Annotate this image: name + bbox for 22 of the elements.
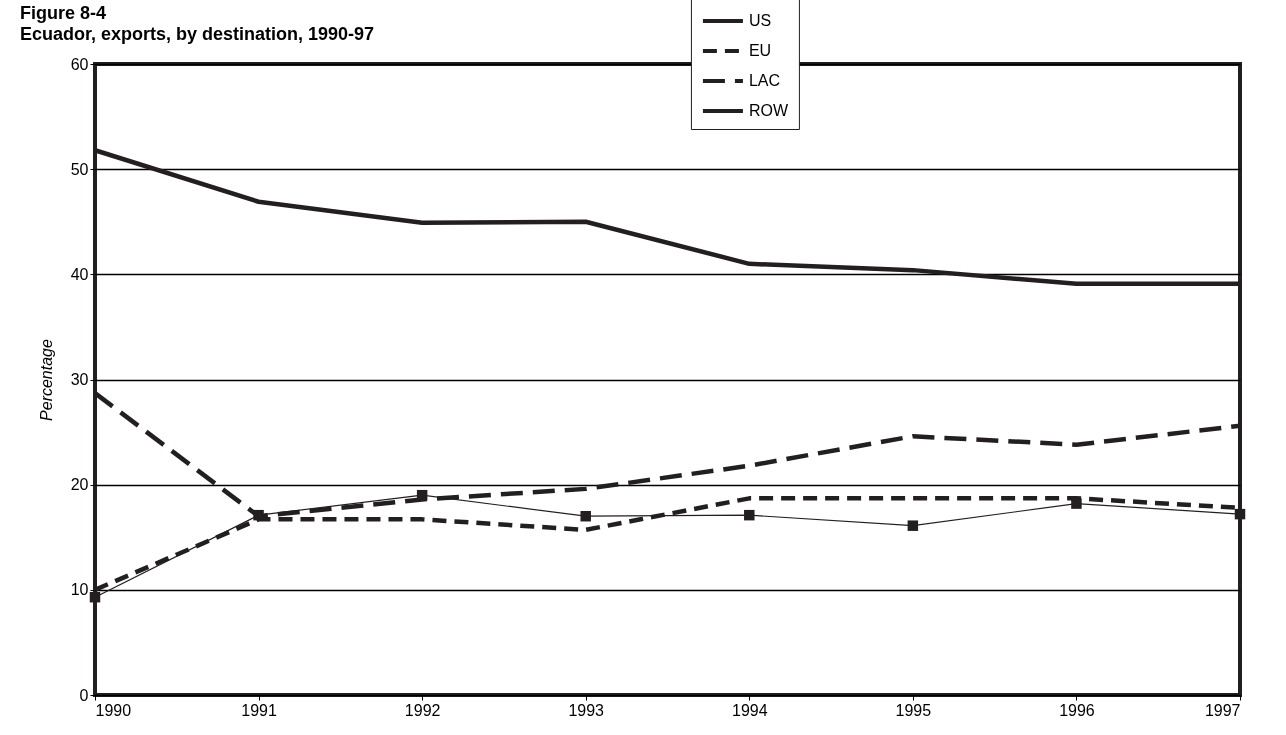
y-tick-label: 60 bbox=[70, 55, 89, 73]
x-tick-label: 1996 bbox=[1059, 701, 1095, 719]
y-tick-label: 40 bbox=[70, 265, 89, 283]
x-tick-label: 1992 bbox=[404, 701, 441, 719]
y-tick-label: 20 bbox=[70, 476, 89, 494]
y-tick-label: 30 bbox=[70, 371, 89, 388]
x-tick-label: 1994 bbox=[731, 701, 768, 719]
x-tick-label: 1993 bbox=[568, 701, 605, 719]
y-tick-label: 10 bbox=[70, 581, 89, 599]
legend-label: EU bbox=[748, 42, 772, 59]
legend-label: ROW bbox=[748, 102, 789, 119]
x-tick-label: 1997 bbox=[1204, 701, 1241, 719]
chart-subtitle: Ecuador, exports, by destination, 1990-97 bbox=[20, 24, 375, 44]
legend-label: US bbox=[748, 12, 772, 29]
x-tick-label: 1991 bbox=[241, 701, 277, 719]
y-tick-label: 0 bbox=[79, 686, 89, 704]
x-tick-label: 1995 bbox=[895, 701, 932, 719]
y-axis-title: Percentage bbox=[37, 338, 55, 421]
y-tick-label: 50 bbox=[70, 160, 89, 178]
chart-title: Figure 8-4 bbox=[20, 3, 107, 23]
x-tick-label: 1990 bbox=[95, 701, 132, 719]
legend-label: LAC bbox=[748, 72, 781, 89]
